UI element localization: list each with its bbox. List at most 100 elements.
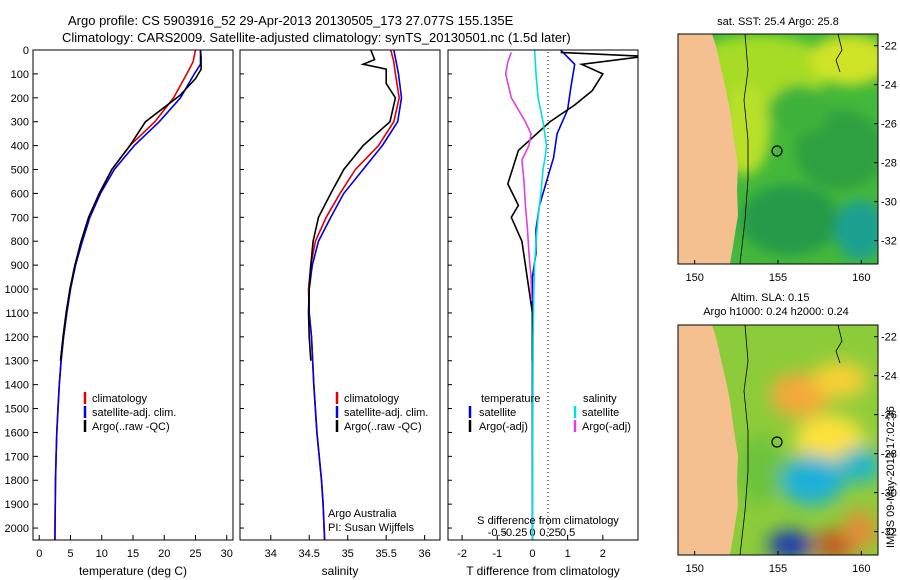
sst-field xyxy=(678,34,878,264)
legend-argo: Argo(..raw -QC) xyxy=(344,421,422,433)
depth-tick-label: 100 xyxy=(11,69,29,81)
sst-axes: 150 155 160 -22 -24 -26 -28 -30 -32 xyxy=(685,41,896,284)
map-y-tick-label: -22 xyxy=(881,41,897,53)
salinity-series xyxy=(307,49,403,541)
sla-low-patch xyxy=(768,531,812,555)
legend-salinity: salinity xyxy=(583,393,617,405)
map-y-tick-label: -24 xyxy=(881,371,897,383)
difference-frame xyxy=(447,49,639,541)
australia-coastline xyxy=(678,34,738,264)
map-y-tick-label: -28 xyxy=(881,449,897,461)
depth-tick-label: 200 xyxy=(11,93,29,105)
map-y-tick-label: -22 xyxy=(881,332,897,344)
series-line-t-argo-adj xyxy=(506,51,638,361)
difference-series xyxy=(504,50,638,540)
x-tick-label: 25 xyxy=(189,548,201,560)
imos-watermark: IMOS 09-May-2013 17:02:36 xyxy=(885,406,897,548)
isobath-contour xyxy=(835,325,843,364)
series-line-argo-raw-qc xyxy=(59,51,202,361)
title-line-1: Argo profile: CS 5903916_52 29-Apr-2013 … xyxy=(68,13,514,28)
sst-map: sat. SST: 25.4 Argo: 25.8 150 155 160 -22 -2… xyxy=(677,16,897,284)
difference-x-axis: -2 -1 0 1 2-0.5-0.25 0 0.25 0.5 xyxy=(448,49,606,560)
depth-tick-label: 1000 xyxy=(5,284,29,296)
temperature-legend: climatology satellite-adj. clim. Argo(..… xyxy=(83,392,176,433)
x-tick-label: 36 xyxy=(418,548,430,560)
x-top-tick-label: 0.25 xyxy=(539,527,560,539)
x-tick-label: 10 xyxy=(96,548,108,560)
sla-low-patch xyxy=(838,447,878,483)
depth-tick-label: 0 xyxy=(23,45,29,57)
sla-patch xyxy=(738,435,782,505)
depth-tick-label: 1400 xyxy=(5,380,29,392)
depth-tick-label: 600 xyxy=(11,188,29,200)
map-y-tick-label: -28 xyxy=(881,158,897,170)
temperature-x-axis: 0 5 10 15 20 25 30 xyxy=(36,535,233,560)
x-tick-label: 0 xyxy=(36,548,42,560)
sst-warm-patch xyxy=(810,35,878,85)
legend-t-argo: Argo(-adj) xyxy=(479,421,528,433)
title-line-2: Climatology: CARS2009. Satellite-adjuste… xyxy=(62,30,571,45)
legend-satellite: satellite-adj. clim. xyxy=(92,407,176,419)
sla-high-patch xyxy=(812,362,868,398)
salinity-panel: 34 34.5 35 35.5 36 salinity climatology sate… xyxy=(239,49,441,578)
temperature-series xyxy=(54,49,202,541)
sla-field xyxy=(678,325,878,555)
legend-s-argo: Argo(-adj) xyxy=(582,421,631,433)
map-y-tick-label: -26 xyxy=(881,410,897,422)
series-line-satellite-adj-clim xyxy=(54,50,202,541)
argo-position-marker xyxy=(771,436,783,448)
x-tick-label: -1 xyxy=(492,548,502,560)
x-tick-label: 34 xyxy=(265,548,277,560)
depth-tick-label: 2000 xyxy=(5,523,29,535)
depth-tick-label: 1900 xyxy=(5,499,29,511)
salinity-x-axis: 34 34.5 35 35.5 36 xyxy=(240,49,431,560)
credit-text: Argo Australia xyxy=(328,508,397,520)
sla-subtitle: Argo h1000: 0.24 h2000: 0.24 xyxy=(703,306,849,318)
depth-tick-label: 400 xyxy=(11,141,29,153)
legend-climatology: climatology xyxy=(92,393,148,405)
t-difference-xlabel: T difference from climatology xyxy=(466,564,620,578)
x-tick-label: 1 xyxy=(565,548,571,560)
map-y-tick-label: -32 xyxy=(881,236,897,248)
x-tick-label: 0 xyxy=(529,548,535,560)
depth-tick-label: 700 xyxy=(11,212,29,224)
series-line-climatology xyxy=(54,49,197,541)
depth-tick-label: 800 xyxy=(11,236,29,248)
s-difference-xlabel: S difference from climatology xyxy=(477,515,619,527)
series-line-s-argo-adj xyxy=(504,52,533,302)
difference-legend: temperature satellite Argo(-adj) salinit… xyxy=(468,393,631,433)
legend-s-satellite: satellite xyxy=(582,407,619,419)
sst-patches xyxy=(690,35,878,260)
x-tick-label: 20 xyxy=(158,548,170,560)
temperature-xlabel: temperature (deg C) xyxy=(79,564,187,578)
sla-low-patch xyxy=(780,455,844,505)
depth-axis: 0 100 200 300 400 500 600 700 800 900 1000 1100 1200… xyxy=(5,45,38,535)
depth-tick-label: 1100 xyxy=(5,308,29,320)
isobath-contour xyxy=(739,325,749,555)
x-tick-label: 15 xyxy=(127,548,139,560)
sla-high-patch xyxy=(842,510,878,550)
isobath-contour xyxy=(835,34,843,73)
x-tick-label: 5 xyxy=(67,548,73,560)
map-y-tick-label: -30 xyxy=(881,197,897,209)
isobath-contour xyxy=(739,34,749,264)
x-top-tick-label: -0.5 xyxy=(488,527,507,539)
series-line-satellite-adj-clim xyxy=(308,49,403,541)
depth-tick-label: 1300 xyxy=(5,356,29,368)
map-y-tick-label: -30 xyxy=(881,488,897,500)
depth-tick-label: 1800 xyxy=(5,475,29,487)
map-x-tick-label: 150 xyxy=(685,272,703,284)
legend-climatology: climatology xyxy=(344,393,400,405)
x-top-tick-label: 0.5 xyxy=(560,527,575,539)
legend-temperature: temperature xyxy=(481,393,540,405)
pi-text: PI: Susan Wijffels xyxy=(328,522,414,534)
legend-t-satellite: satellite xyxy=(479,407,516,419)
sst-patch xyxy=(770,85,830,135)
map-x-tick-label: 160 xyxy=(852,272,870,284)
depth-tick-label: 1600 xyxy=(5,427,29,439)
temperature-panel: 0100200300400500600700800900100011001200… xyxy=(5,45,234,578)
map-x-tick-label: 155 xyxy=(769,563,787,575)
depth-tick-label: 1500 xyxy=(5,404,29,416)
series-line-climatology xyxy=(307,49,401,541)
